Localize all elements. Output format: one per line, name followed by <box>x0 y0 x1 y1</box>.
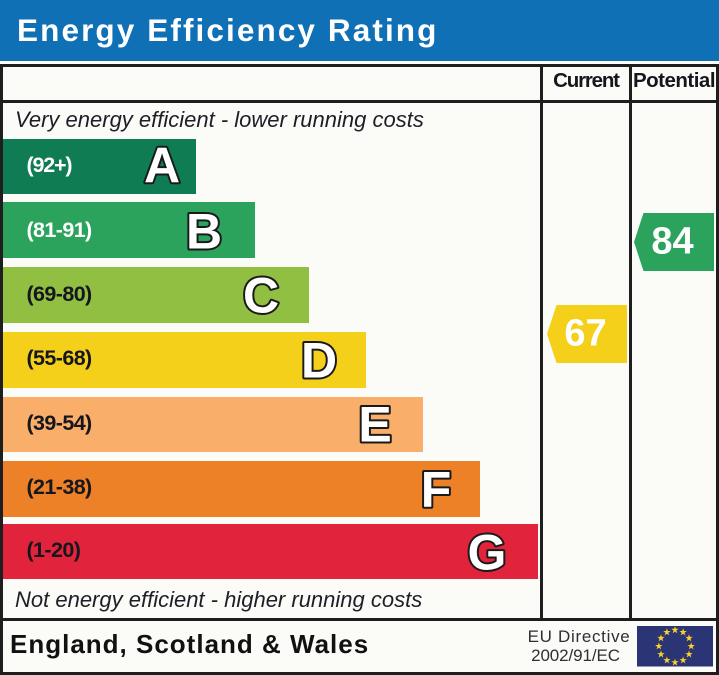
svg-text:67: 67 <box>564 312 606 354</box>
svg-text:E: E <box>358 401 391 449</box>
svg-text:D: D <box>301 337 337 385</box>
svg-text:A: A <box>144 142 180 190</box>
svg-text:84: 84 <box>652 220 694 262</box>
svg-text:G: G <box>467 529 506 577</box>
svg-text:F: F <box>420 466 451 514</box>
svg-text:C: C <box>243 272 279 320</box>
svg-text:B: B <box>186 208 222 256</box>
